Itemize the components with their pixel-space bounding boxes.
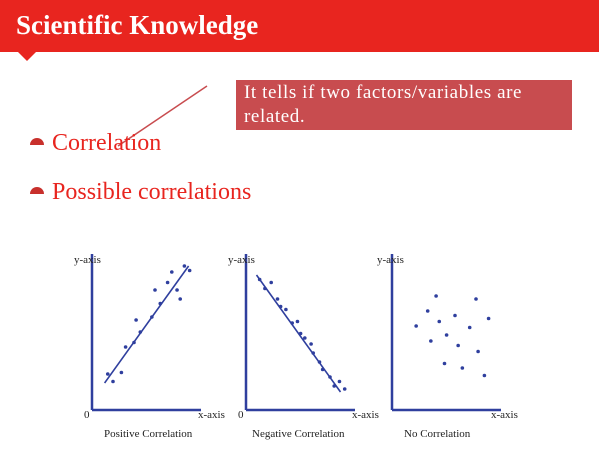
chart-title: No Correlation bbox=[404, 428, 471, 440]
data-point bbox=[456, 343, 460, 348]
data-point bbox=[150, 315, 154, 319]
bullet-correlation: Correlation bbox=[30, 128, 161, 158]
data-point bbox=[437, 319, 442, 324]
data-point bbox=[263, 286, 267, 291]
data-point bbox=[123, 345, 128, 349]
data-point bbox=[138, 330, 143, 334]
bullet-label: Possible correlations bbox=[52, 179, 252, 205]
data-point bbox=[290, 321, 295, 325]
y-axis-label: y-axis bbox=[228, 254, 255, 266]
data-point bbox=[132, 340, 136, 345]
data-point bbox=[434, 294, 438, 298]
title-bar-notch bbox=[18, 52, 36, 61]
x-axis-label: x-axis bbox=[352, 409, 379, 421]
chart-title: Negative Correlation bbox=[252, 428, 345, 440]
data-point bbox=[328, 375, 332, 379]
slide-title: Scientific Knowledge bbox=[16, 10, 259, 40]
callout-pointer-line bbox=[117, 85, 208, 147]
definition-callout: It tells if two factors/variables are re… bbox=[236, 80, 572, 130]
data-point bbox=[332, 384, 337, 388]
y-axis-label: y-axis bbox=[74, 254, 101, 266]
origin-label: 0 bbox=[238, 409, 244, 421]
data-point bbox=[482, 373, 487, 378]
trend-line bbox=[255, 274, 342, 393]
data-point bbox=[425, 309, 430, 313]
data-point bbox=[298, 331, 303, 336]
data-point bbox=[303, 336, 307, 340]
x-axis-label: x-axis bbox=[491, 409, 518, 421]
x-axis-label: x-axis bbox=[198, 409, 225, 421]
data-point bbox=[476, 349, 480, 354]
data-point bbox=[170, 270, 174, 274]
data-point bbox=[269, 280, 274, 285]
data-point bbox=[175, 288, 179, 292]
data-point bbox=[134, 318, 138, 322]
data-point bbox=[105, 372, 110, 376]
data-point bbox=[317, 360, 322, 364]
trend-line bbox=[103, 265, 190, 384]
title-bar: Scientific Knowledge bbox=[0, 0, 599, 52]
data-point bbox=[320, 367, 325, 372]
data-point bbox=[342, 387, 347, 391]
data-point bbox=[111, 379, 115, 384]
correlation-charts: y-axis x-axis 0 Positive Correlation y-axis x… bbox=[74, 254, 518, 440]
data-point bbox=[119, 370, 124, 375]
origin-label: 0 bbox=[84, 409, 90, 421]
data-point bbox=[444, 333, 449, 337]
data-point bbox=[442, 361, 447, 366]
data-point bbox=[153, 288, 157, 292]
data-point bbox=[460, 366, 465, 370]
data-point bbox=[295, 319, 300, 324]
data-point bbox=[311, 351, 316, 355]
data-point bbox=[257, 277, 262, 282]
data-point bbox=[278, 304, 283, 309]
data-point bbox=[486, 316, 491, 321]
data-point bbox=[182, 264, 187, 268]
data-point bbox=[414, 324, 418, 328]
data-point bbox=[284, 307, 288, 312]
bullet-label: Correlation bbox=[52, 130, 162, 156]
y-axis-label: y-axis bbox=[377, 254, 404, 266]
data-point bbox=[187, 268, 192, 273]
data-point bbox=[275, 297, 280, 301]
bullet-marker-icon bbox=[30, 187, 44, 194]
data-point bbox=[309, 342, 313, 346]
chart-title: Positive Correlation bbox=[104, 428, 193, 440]
data-point bbox=[429, 339, 433, 343]
data-point bbox=[178, 297, 182, 301]
data-point bbox=[337, 379, 342, 384]
data-point bbox=[158, 301, 163, 306]
bullet-possible-correlations: Possible correlations bbox=[30, 177, 251, 207]
data-point bbox=[165, 280, 170, 285]
bullet-marker-icon bbox=[30, 138, 44, 145]
data-point bbox=[467, 325, 472, 330]
data-point bbox=[453, 313, 457, 318]
data-point bbox=[474, 297, 478, 301]
